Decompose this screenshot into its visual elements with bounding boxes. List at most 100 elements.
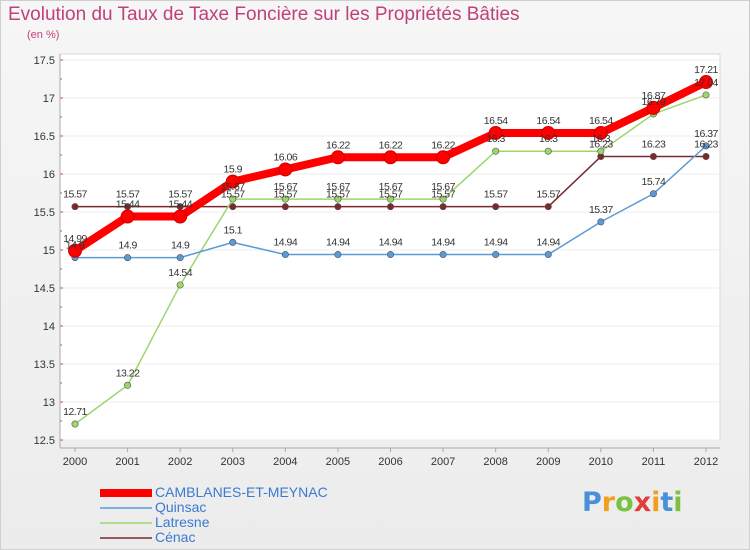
data-point <box>176 281 184 289</box>
data-point <box>281 251 289 259</box>
data-label: 16.06 <box>273 151 297 163</box>
proxiti-logo: Proxiti <box>582 487 683 518</box>
data-label: 14.94 <box>431 237 455 249</box>
data-point <box>334 203 342 211</box>
data-point <box>492 251 500 259</box>
data-label: 16.54 <box>536 115 560 127</box>
data-label: 15.44 <box>116 199 140 211</box>
data-point <box>492 147 500 155</box>
data-point <box>281 203 289 211</box>
legend-label-camblanes: CAMBLANES-ET-MEYNAC <box>155 484 328 500</box>
legend-swatch-latresne <box>100 521 152 524</box>
data-label: 16.54 <box>589 115 613 127</box>
data-point <box>702 91 710 99</box>
data-point <box>649 190 657 198</box>
data-label: 14.54 <box>168 267 192 279</box>
data-point <box>597 147 605 155</box>
data-point <box>229 238 237 246</box>
data-point <box>699 75 713 90</box>
data-label: 15.67 <box>431 181 455 193</box>
data-point <box>544 147 552 155</box>
y-tick-label: 15.5 <box>34 207 55 219</box>
legend-item-camblanes: CAMBLANES-ET-MEYNAC <box>100 485 328 500</box>
data-label: 14.94 <box>379 237 403 249</box>
data-point <box>225 174 240 189</box>
data-label: 14.94 <box>273 237 297 249</box>
y-tick-label: 14.5 <box>34 283 55 295</box>
data-label: 15.67 <box>379 181 403 193</box>
data-point <box>436 150 451 165</box>
data-point <box>544 251 552 259</box>
x-tick-label: 2005 <box>326 456 350 468</box>
data-point <box>330 150 345 165</box>
data-label: 12.71 <box>63 406 87 418</box>
data-point <box>439 251 447 259</box>
data-label: 15.67 <box>326 181 350 193</box>
legend-item-quinsac: Quinsac <box>100 500 328 515</box>
data-label: 15.44 <box>168 199 192 211</box>
data-label: 15.57 <box>326 189 350 201</box>
data-point <box>488 125 503 140</box>
chart-subtitle: (en %) <box>27 29 60 41</box>
data-label: 16.87 <box>642 90 666 102</box>
legend-swatch-camblanes <box>100 488 152 497</box>
legend-label-quinsac: Quinsac <box>155 499 207 515</box>
y-tick-label: 16 <box>43 169 55 181</box>
data-point <box>386 203 394 211</box>
data-point <box>71 203 79 211</box>
data-label: 16.22 <box>379 139 403 151</box>
y-tick-label: 12.5 <box>34 435 55 447</box>
data-label: 15.37 <box>589 204 613 216</box>
data-label: 16.79 <box>642 96 666 108</box>
data-label: 13.22 <box>116 367 140 379</box>
data-point <box>120 209 135 224</box>
data-label: 14.9 <box>66 240 85 252</box>
data-label: 14.99 <box>63 233 87 245</box>
data-point <box>71 420 79 428</box>
x-tick-label: 2002 <box>168 456 192 468</box>
data-label: 14.94 <box>536 237 560 249</box>
chart-title: Evolution du Taux de Taxe Foncière sur l… <box>8 4 520 25</box>
data-label: 17.04 <box>694 77 718 89</box>
data-label: 15.57 <box>273 189 297 201</box>
data-label: 15.67 <box>221 181 245 193</box>
legend-item-cenac: Cénac <box>100 530 328 545</box>
data-label: 17.21 <box>694 64 718 76</box>
y-tick-label: 17.5 <box>34 55 55 67</box>
data-point <box>597 218 605 226</box>
data-label: 15.9 <box>224 164 243 176</box>
legend-item-latresne: Latresne <box>100 515 328 530</box>
data-label: 15.57 <box>379 189 403 201</box>
data-point <box>702 142 710 150</box>
data-label: 15.57 <box>536 189 560 201</box>
data-point <box>334 195 342 203</box>
data-label: 15.57 <box>431 189 455 201</box>
data-label: 14.9 <box>118 240 137 252</box>
data-point <box>124 254 132 262</box>
data-point <box>281 195 289 203</box>
data-point <box>173 209 188 224</box>
data-label: 15.57 <box>221 189 245 201</box>
data-label: 15.57 <box>116 189 140 201</box>
data-label: 14.94 <box>326 237 350 249</box>
y-tick-label: 13 <box>43 397 55 409</box>
data-label: 15.57 <box>484 189 508 201</box>
legend-swatch-cenac <box>100 536 152 539</box>
x-tick-label: 2001 <box>115 456 139 468</box>
data-point <box>646 100 661 115</box>
data-label: 14.94 <box>484 237 508 249</box>
data-point <box>229 203 237 211</box>
data-label: 16.22 <box>326 139 350 151</box>
data-point <box>124 381 132 389</box>
x-tick-label: 2003 <box>221 456 245 468</box>
data-point <box>176 254 184 262</box>
data-point <box>439 203 447 211</box>
x-tick-label: 2007 <box>431 456 455 468</box>
x-tick-label: 2010 <box>589 456 613 468</box>
data-label: 15.57 <box>168 189 192 201</box>
y-tick-label: 16.5 <box>34 131 55 143</box>
x-tick-label: 2006 <box>378 456 402 468</box>
data-point <box>593 125 608 140</box>
data-point <box>334 251 342 259</box>
x-tick-label: 2000 <box>63 456 87 468</box>
